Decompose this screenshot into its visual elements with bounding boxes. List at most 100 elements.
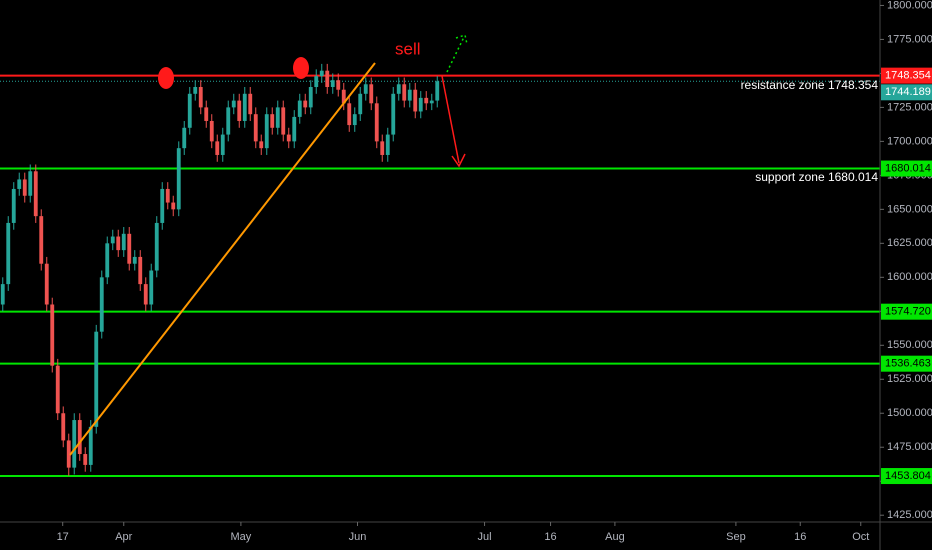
candle-body — [429, 100, 434, 104]
y-tick-label: 1475.000 — [887, 441, 932, 453]
candle-body — [204, 107, 209, 121]
candle-body — [138, 256, 143, 285]
candle-body — [215, 141, 220, 155]
candle-body — [358, 93, 363, 115]
candle-body — [22, 179, 27, 196]
level-tag-label: 1536.463 — [885, 358, 931, 370]
candle-body — [413, 89, 418, 112]
y-tick-label: 1500.000 — [887, 407, 932, 419]
x-tick-label: Sep — [726, 531, 746, 543]
candle-body — [6, 222, 11, 285]
candle-body — [363, 84, 368, 94]
candle-body — [336, 80, 341, 90]
candle-body — [28, 171, 33, 196]
candle-body — [110, 236, 115, 244]
candle-body — [83, 454, 88, 465]
candle-body — [319, 70, 324, 77]
y-tick-label: 1700.000 — [887, 135, 932, 147]
x-tick-label: Oct — [852, 531, 869, 543]
y-tick-label: 1775.000 — [887, 33, 932, 45]
candle-body — [396, 84, 401, 94]
level-tag — [881, 468, 932, 485]
y-tick-label: 1600.000 — [887, 271, 932, 283]
candle-body — [330, 80, 335, 87]
candle-body — [286, 134, 291, 142]
level-tag — [881, 355, 932, 372]
y-tick-label: 1625.000 — [887, 237, 932, 249]
candle-body — [407, 89, 412, 101]
candle-body — [303, 100, 308, 108]
candle-body — [66, 440, 71, 468]
candle-body — [308, 87, 313, 108]
candle-body — [127, 233, 132, 264]
y-tick-label: 1525.000 — [887, 373, 932, 385]
x-tick-label: 16 — [544, 531, 556, 543]
level-tag-label: 1748.354 — [885, 70, 931, 82]
candle-body — [435, 81, 440, 101]
y-tick-label: 1425.000 — [887, 509, 932, 521]
y-tick-label: 1550.000 — [887, 339, 932, 351]
candle-body — [248, 93, 253, 115]
candle-body — [0, 284, 5, 305]
candle-body — [143, 284, 148, 305]
candle-body — [11, 188, 16, 223]
candle-body — [237, 100, 242, 121]
buy-arrow — [446, 36, 465, 73]
candle-body — [149, 270, 154, 305]
x-tick-label: Aug — [605, 531, 625, 543]
candle-body — [314, 76, 319, 87]
level-tag — [881, 67, 932, 84]
x-tick-label: Jun — [349, 531, 367, 543]
candle-body — [33, 171, 38, 217]
x-tick-label: May — [231, 531, 252, 543]
candle-body — [292, 116, 297, 142]
candle-body — [132, 256, 137, 264]
level-tag-label: 1574.720 — [885, 306, 931, 318]
candle-body — [94, 331, 99, 427]
candle-body — [424, 97, 429, 104]
last-price-tag — [881, 84, 932, 101]
candle-body — [193, 87, 198, 94]
x-tick-label: 17 — [57, 531, 69, 543]
candle-body — [253, 114, 258, 142]
candle-body — [242, 93, 247, 121]
candle-body — [297, 100, 302, 117]
candle-body — [402, 84, 407, 101]
top-marker — [158, 67, 174, 89]
buy-arrow-head — [455, 34, 468, 45]
top-marker — [293, 57, 309, 79]
candle-body — [39, 216, 44, 264]
candle-body — [182, 127, 187, 149]
candle-body — [347, 103, 352, 126]
candle-body — [121, 233, 126, 251]
axes: 1425.0001450.0001475.0001500.0001525.000… — [57, 0, 932, 543]
candle-body — [165, 188, 170, 203]
candle-body — [209, 120, 214, 142]
candle-body — [352, 114, 357, 126]
sell-arrow — [441, 75, 460, 164]
candle-body — [160, 188, 165, 223]
candle-body — [61, 413, 66, 441]
x-tick-label: 16 — [794, 531, 806, 543]
candle-body — [220, 134, 225, 155]
x-tick-label: Apr — [115, 531, 132, 543]
candle-body — [270, 114, 275, 128]
y-tick-label: 1725.000 — [887, 101, 932, 113]
levels — [0, 74, 880, 478]
candle-body — [341, 89, 346, 104]
candle-body — [88, 426, 93, 465]
candle-body — [55, 365, 60, 414]
candle-body — [50, 304, 55, 366]
candle-body — [99, 277, 104, 332]
candle-body — [281, 107, 286, 135]
candle-body — [264, 114, 269, 149]
x-tick-label: Jul — [478, 531, 492, 543]
candle-body — [374, 103, 379, 142]
candle-body — [77, 420, 82, 455]
level-tag — [881, 303, 932, 320]
candle-body — [198, 87, 203, 108]
support-label: support zone 1680.014 — [755, 170, 878, 184]
candle-body — [17, 179, 22, 189]
